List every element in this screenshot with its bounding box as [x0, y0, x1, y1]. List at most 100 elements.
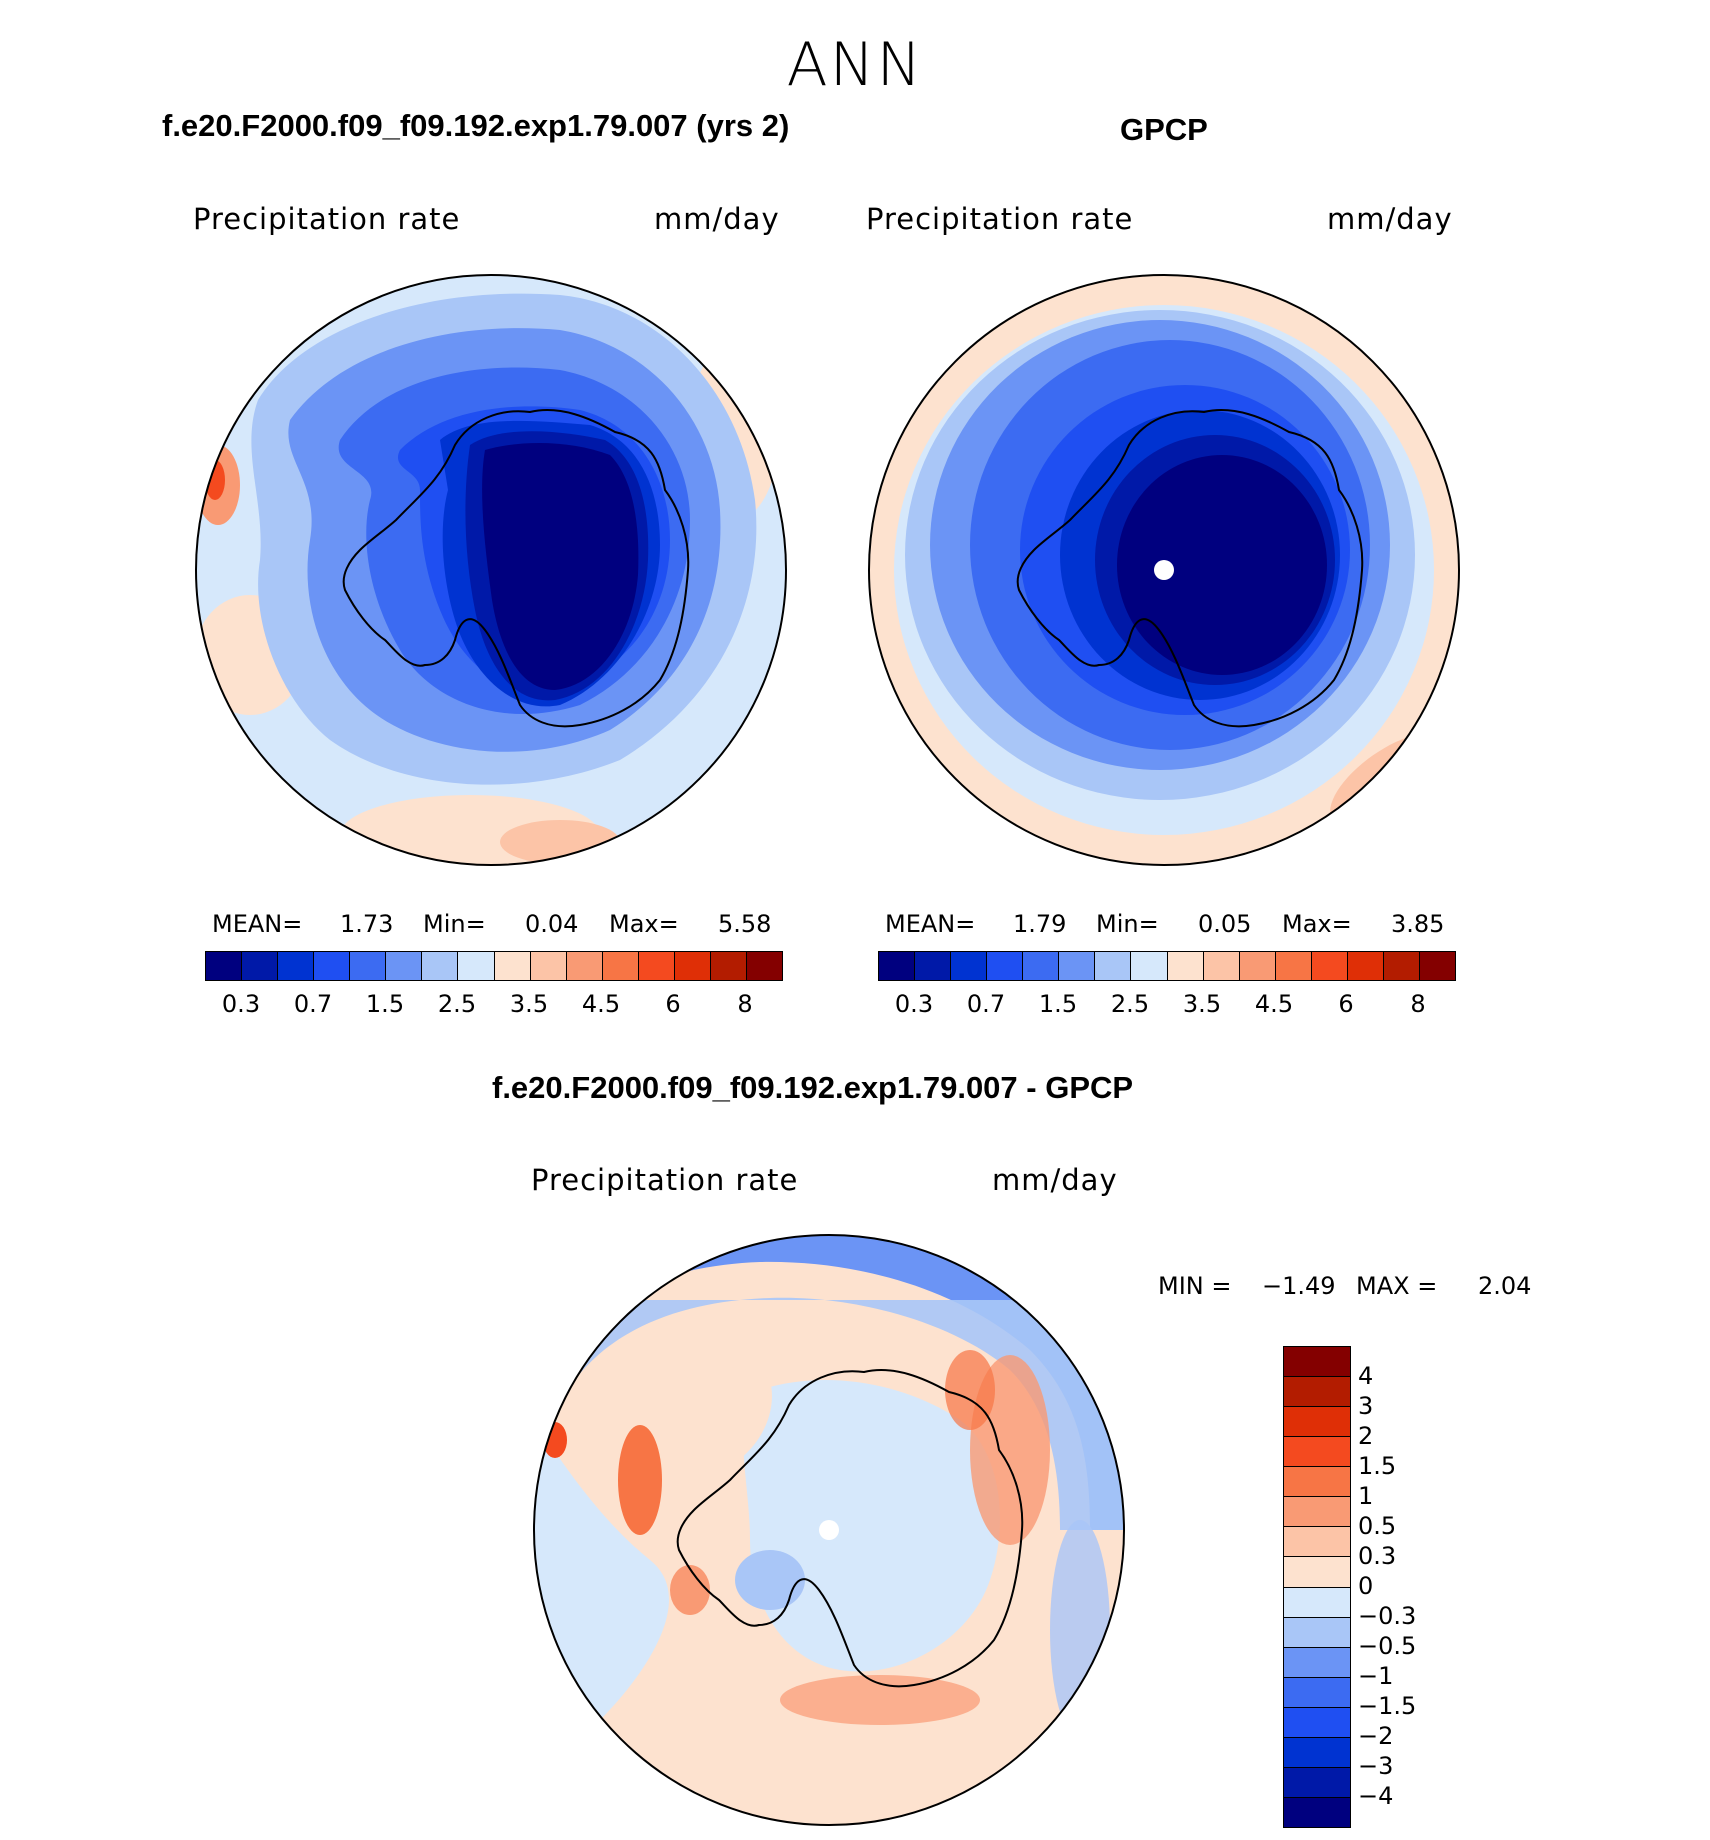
obs-mean-value: 1.79: [1013, 910, 1067, 938]
obs-colorbar: [878, 951, 1456, 981]
obs-min-value: 0.05: [1198, 910, 1252, 938]
colorbar-swatch: [1284, 1676, 1350, 1707]
colorbar-swatch: [673, 952, 710, 980]
colorbar-swatch: [950, 952, 987, 980]
colorbar-swatch: [1346, 952, 1383, 980]
colorbar-swatch: [277, 952, 314, 980]
colorbar-swatch: [565, 952, 602, 980]
colorbar-tick-label: 2: [1358, 1422, 1374, 1450]
diff-min-value: −1.49: [1262, 1272, 1336, 1300]
colorbar-swatch: [1284, 1646, 1350, 1677]
colorbar-swatch: [1022, 952, 1059, 980]
colorbar-swatch: [745, 952, 782, 980]
colorbar-tick-label: 6: [665, 990, 681, 1018]
colorbar-tick-label: 8: [1410, 990, 1426, 1018]
colorbar-swatch: [313, 952, 350, 980]
colorbar-tick-label: −3: [1358, 1752, 1394, 1780]
colorbar-swatch: [879, 952, 915, 980]
colorbar-swatch: [1130, 952, 1167, 980]
colorbar-swatch: [241, 952, 278, 980]
obs-units-label: mm/day: [1327, 202, 1453, 236]
colorbar-swatch: [385, 952, 422, 980]
colorbar-tick-label: 0.3: [894, 990, 934, 1018]
colorbar-swatch: [1310, 952, 1347, 980]
colorbar-tick-label: −0.5: [1358, 1632, 1417, 1660]
colorbar-tick-label: 1: [1358, 1482, 1374, 1510]
model-units-label: mm/day: [654, 202, 780, 236]
obs-max-value: 3.85: [1391, 910, 1445, 938]
diff-colorbar: [1283, 1346, 1351, 1828]
colorbar-tick-label: 0.7: [293, 990, 333, 1018]
colorbar-tick-label: 1.5: [1038, 990, 1078, 1018]
colorbar-swatch: [1284, 1616, 1350, 1647]
colorbar-swatch: [1274, 952, 1311, 980]
colorbar-swatch: [1284, 1376, 1350, 1407]
diff-max-value: 2.04: [1478, 1272, 1532, 1300]
colorbar-swatch: [421, 952, 458, 980]
model-max-value: 5.58: [718, 910, 772, 938]
colorbar-tick-label: 2.5: [1110, 990, 1150, 1018]
colorbar-swatch: [206, 952, 242, 980]
colorbar-swatch: [1284, 1736, 1350, 1767]
colorbar-tick-label: 4.5: [1254, 990, 1294, 1018]
colorbar-tick-label: −2: [1358, 1722, 1394, 1750]
colorbar-tick-label: 0.7: [966, 990, 1006, 1018]
diff-units-label: mm/day: [992, 1163, 1118, 1197]
model-min-value: 0.04: [525, 910, 579, 938]
colorbar-tick-label: 1.5: [365, 990, 405, 1018]
colorbar-tick-label: −0.3: [1358, 1602, 1417, 1630]
obs-mean-label: MEAN=: [885, 910, 976, 938]
colorbar-swatch: [1284, 1436, 1350, 1467]
colorbar-swatch: [601, 952, 638, 980]
colorbar-tick-label: −1.5: [1358, 1692, 1417, 1720]
model-colorbar: [205, 951, 783, 981]
colorbar-tick-label: −1: [1358, 1662, 1394, 1690]
colorbar-tick-label: −4: [1358, 1782, 1394, 1810]
colorbar-tick-label: 1.5: [1358, 1452, 1397, 1480]
colorbar-swatch: [1284, 1556, 1350, 1587]
colorbar-swatch: [1284, 1526, 1350, 1557]
colorbar-swatch: [1382, 952, 1419, 980]
colorbar-swatch: [709, 952, 746, 980]
colorbar-swatch: [349, 952, 386, 980]
colorbar-swatch: [1284, 1466, 1350, 1497]
colorbar-swatch: [457, 952, 494, 980]
colorbar-tick-label: 4.5: [581, 990, 621, 1018]
diff-panel-title: f.e20.F2000.f09_f09.192.exp1.79.007 - GP…: [492, 1070, 1134, 1105]
model-min-label: Min=: [423, 910, 486, 938]
colorbar-swatch: [1284, 1586, 1350, 1617]
colorbar-swatch: [637, 952, 674, 980]
colorbar-tick-label: 3: [1358, 1392, 1374, 1420]
diff-variable-label: Precipitation rate: [531, 1163, 799, 1197]
colorbar-tick-label: 4: [1358, 1362, 1374, 1390]
colorbar-tick-label: 0: [1358, 1572, 1374, 1600]
colorbar-swatch: [1284, 1706, 1350, 1737]
colorbar-swatch: [1284, 1766, 1350, 1797]
page-title: ANN: [786, 30, 924, 100]
colorbar-tick-label: 3.5: [1182, 990, 1222, 1018]
colorbar-swatch: [1284, 1406, 1350, 1437]
obs-variable-label: Precipitation rate: [866, 202, 1134, 236]
obs-min-label: Min=: [1096, 910, 1159, 938]
colorbar-tick-label: 3.5: [509, 990, 549, 1018]
colorbar-swatch: [1058, 952, 1095, 980]
colorbar-tick-label: 6: [1338, 990, 1354, 1018]
colorbar-swatch: [1238, 952, 1275, 980]
colorbar-tick-label: 2.5: [437, 990, 477, 1018]
colorbar-swatch: [1166, 952, 1203, 980]
diff-max-label: MAX =: [1356, 1272, 1438, 1300]
model-mean-label: MEAN=: [212, 910, 303, 938]
colorbar-swatch: [1202, 952, 1239, 980]
model-colorbar-ticks: 0.3 0.7 1.5 2.5 3.5 4.5 6 8: [205, 990, 781, 1020]
colorbar-tick-label: 0.5: [1358, 1512, 1397, 1540]
model-panel-title: f.e20.F2000.f09_f09.192.exp1.79.007 (yrs…: [162, 108, 790, 143]
colorbar-tick-label: 0.3: [221, 990, 261, 1018]
obs-colorbar-ticks: 0.3 0.7 1.5 2.5 3.5 4.5 6 8: [878, 990, 1454, 1020]
colorbar-swatch: [1418, 952, 1455, 980]
model-max-label: Max=: [609, 910, 679, 938]
model-mean-value: 1.73: [340, 910, 394, 938]
colorbar-swatch: [1284, 1796, 1350, 1827]
colorbar-swatch: [493, 952, 530, 980]
diff-colorbar-ticks: 4 3 2 1.5 1 0.5 0.3 0 −0.3 −0.5 −1 −1.5 −2 −3 −4: [1358, 1346, 1478, 1826]
colorbar-swatch: [986, 952, 1023, 980]
